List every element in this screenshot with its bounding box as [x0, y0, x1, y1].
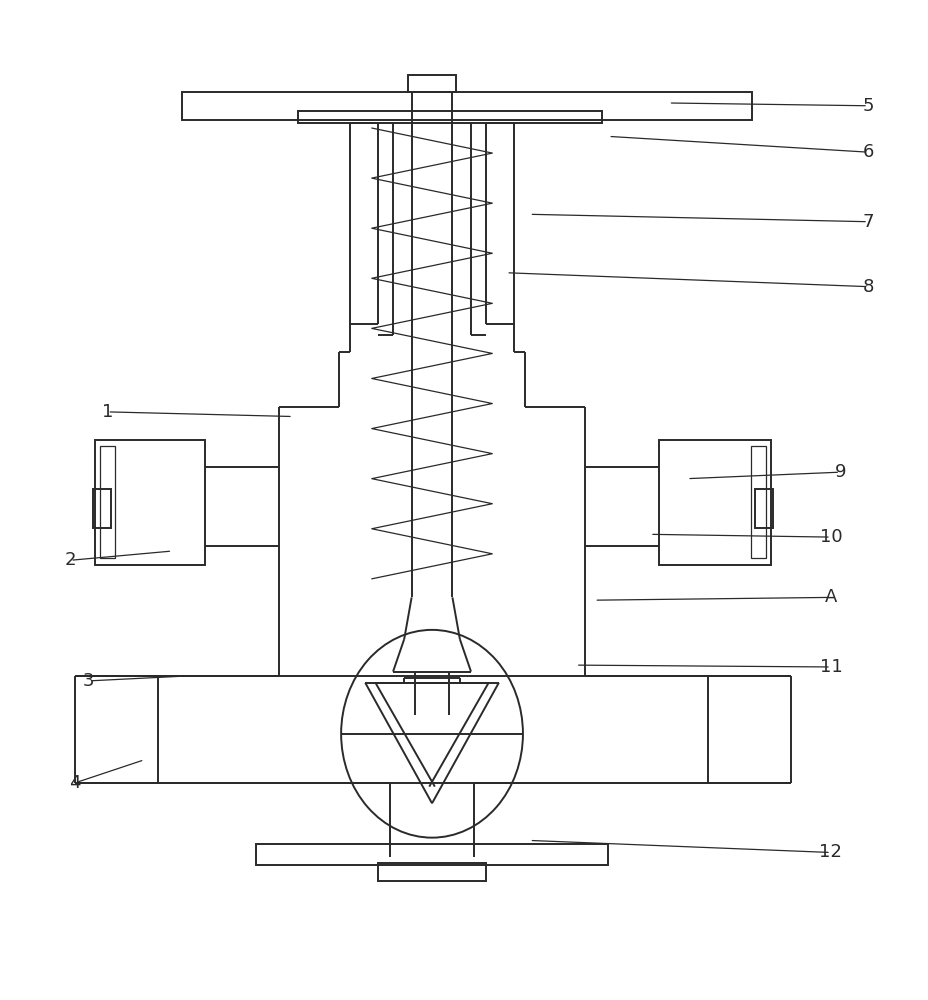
Text: 10: 10	[818, 528, 842, 546]
Text: A: A	[824, 588, 836, 606]
Text: 3: 3	[83, 672, 95, 690]
Text: 9: 9	[833, 463, 845, 481]
Bar	[181, 92, 752, 120]
Bar	[754, 489, 773, 528]
Bar	[93, 489, 111, 528]
Bar	[378, 863, 485, 881]
Text: 6: 6	[861, 143, 872, 161]
Text: 2: 2	[64, 551, 76, 569]
Bar	[100, 446, 115, 558]
Text: 5: 5	[861, 97, 873, 115]
Bar	[297, 111, 601, 123]
Text: 4: 4	[69, 774, 81, 792]
Bar	[751, 446, 766, 558]
Bar	[96, 440, 204, 565]
Text: 11: 11	[818, 658, 842, 676]
Text: 1: 1	[101, 403, 113, 421]
Text: 12: 12	[818, 843, 842, 861]
Bar	[255, 844, 608, 865]
Bar	[659, 440, 770, 565]
Text: 8: 8	[861, 278, 872, 296]
Bar	[407, 75, 456, 92]
Text: 7: 7	[861, 213, 873, 231]
